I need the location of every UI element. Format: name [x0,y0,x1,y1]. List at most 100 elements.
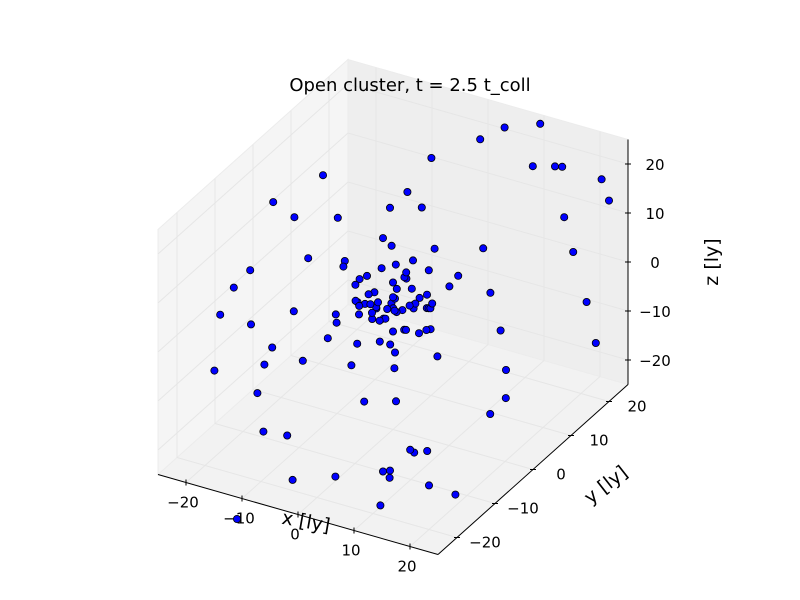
scatter-point [551,162,560,171]
scatter-point [260,360,269,369]
z-axis-label: z [ly] [701,238,723,285]
chart-title: Open cluster, t = 2.5 t_coll [289,75,530,96]
scatter-point [333,213,342,222]
scatter-point [427,153,436,162]
scatter-point [392,284,401,293]
scatter-point [591,338,600,347]
y-grid-line [252,144,534,470]
scatter-point [558,162,567,171]
x-grid-line [353,115,545,531]
x-grid-line [297,99,489,515]
scatter-point [451,490,460,499]
scatter-point [259,427,268,436]
y-grid-line [214,178,496,504]
y-grid-line [290,110,572,436]
scatter-point [390,348,399,357]
scatter-point [406,445,415,454]
y-grid-line [328,76,610,402]
scatter-point [388,293,397,302]
scatter-point [229,283,238,292]
x-tick-label: 0 [290,526,300,544]
x-grid-line [409,131,601,547]
scatter-point [216,310,225,319]
scatter-point [283,431,292,440]
scatter-point [378,467,387,476]
scatter-point [376,501,385,510]
scatter-point [501,394,510,403]
scatter-point [351,280,360,289]
z-grid-line [157,181,629,353]
z-tick-label: −20 [639,352,671,370]
scatter-point [407,284,416,293]
x-tick-label: −20 [167,494,199,512]
scatter-point [331,310,340,319]
scatter-point [417,203,426,212]
scatter-point [414,329,423,338]
scatter-point [339,262,348,271]
scatter-point [424,481,433,490]
scatter-point [289,307,298,316]
z-grid-line [157,132,629,304]
scatter-point [375,337,384,346]
x-grid-line [185,67,377,483]
scatter-point [331,472,340,481]
scatter-point [454,271,463,280]
scatter-point [253,389,262,398]
y-grid-line [176,212,458,538]
scatter-point [528,162,537,171]
scatter-point [318,171,327,180]
scatter-point [383,304,392,313]
scatter-point [353,339,362,348]
scatter-point [405,301,414,310]
x-tick-label: 10 [341,542,360,560]
scatter-point [422,290,431,299]
scatter-point [323,334,332,343]
scatter-point [496,326,505,335]
scatter-point [378,234,387,243]
scatter-point [385,203,394,212]
scatter-point [476,135,485,144]
scatter-point [388,278,397,287]
scatter-point [500,123,509,132]
scatter-point [362,271,371,280]
z-grid-line [157,230,629,402]
z-tick-label: 20 [645,156,664,174]
z-tick-label: 10 [645,205,664,223]
scatter-point [422,325,431,334]
scatter-point [304,254,313,263]
scatter-point [375,316,384,325]
scatter-point [268,343,277,352]
z-grid-line [157,279,629,451]
scatter-point [288,475,297,484]
scatter-point [354,310,363,319]
scatter-point [290,213,299,222]
scatter-point [387,241,396,250]
scatter-point [385,466,394,475]
scatter-point [355,275,364,284]
x-tick-label: 20 [397,558,416,576]
scatter-point [445,282,454,291]
scatter-point [298,356,307,365]
scatter-point [423,446,432,455]
scatter-point [560,213,569,222]
scatter-point [569,247,578,256]
scatter-point [386,340,395,349]
scatter-point [377,264,386,273]
z-grid-line [157,83,629,255]
y-tick-label: 20 [627,398,646,416]
scatter-point [364,290,373,299]
y-tick-label: −20 [469,534,501,552]
scatter-point [536,119,545,128]
scatter-point [408,256,417,265]
scatter-point [597,175,606,184]
scatter-point [367,308,376,317]
scatter-point [246,320,255,329]
scatter-point [479,244,488,253]
scatter-point [391,397,400,406]
scatter-point [355,301,364,310]
scatter-point [390,306,399,315]
scatter-point [332,318,341,327]
scatter-point [415,293,424,302]
scatter-point [433,352,442,361]
